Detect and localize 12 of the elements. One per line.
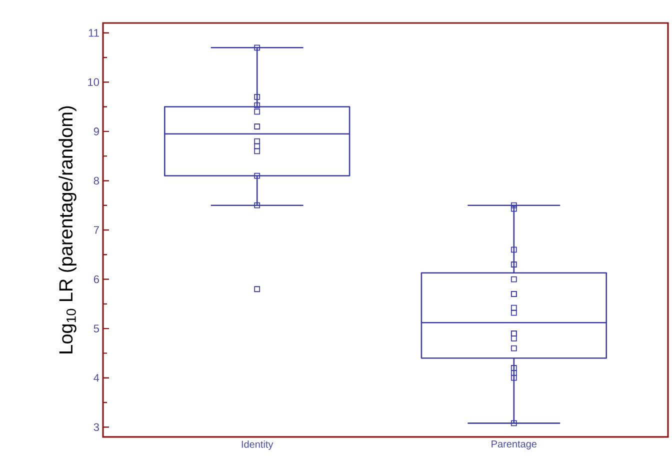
x-tick-label: Identity bbox=[242, 440, 274, 450]
y-tick-label: 6 bbox=[94, 275, 99, 284]
y-axis-title: Log$_{10}$ LR (parentage/random) bbox=[58, 106, 76, 354]
y-tick-label: 8 bbox=[94, 176, 99, 185]
y-tick-label: 3 bbox=[94, 423, 99, 432]
y-tick-label: 11 bbox=[88, 29, 99, 37]
y-tick-label: 4 bbox=[94, 374, 100, 382]
y-tick-label: 7 bbox=[94, 226, 99, 234]
x-tick-label: Parentage bbox=[492, 440, 537, 450]
y-tick-label: 10 bbox=[88, 78, 100, 86]
y-tick-label: 9 bbox=[94, 128, 99, 136]
y-tick-label: 5 bbox=[94, 324, 100, 332]
